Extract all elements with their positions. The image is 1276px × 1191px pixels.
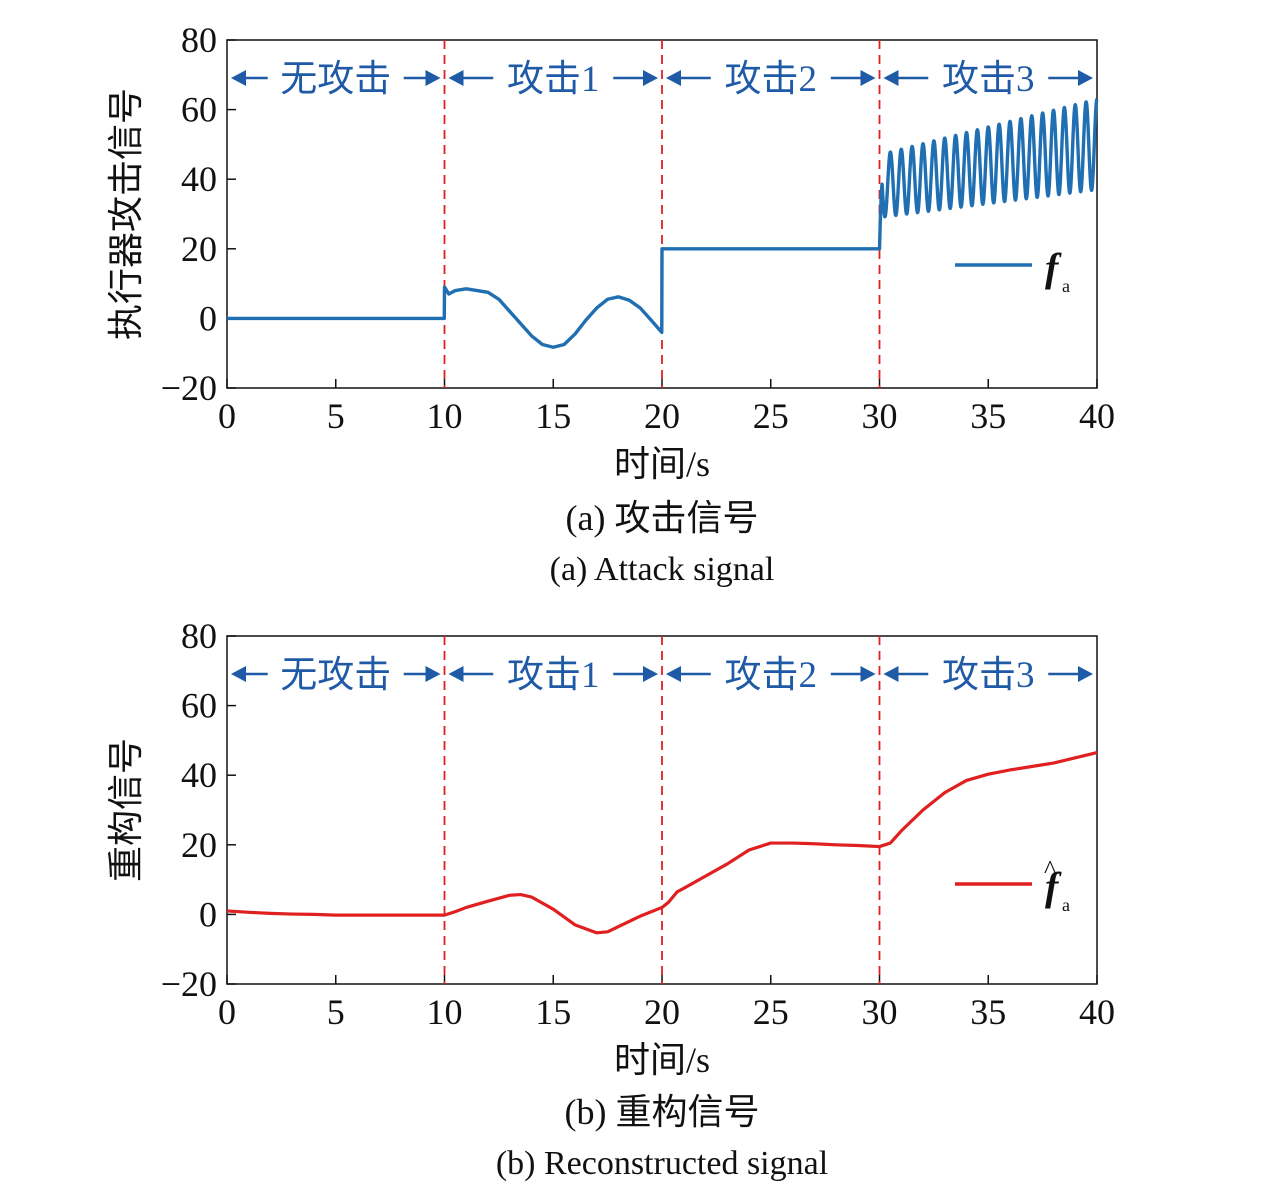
region-label: 攻击2 [725, 655, 818, 696]
y-tick-label: 80 [181, 20, 217, 60]
arrow-right-head [425, 70, 441, 86]
x-tick-label: 5 [327, 396, 345, 436]
y-axis-label: 执行器攻击信号 [106, 88, 146, 340]
legend-hat: ^ [1044, 855, 1056, 884]
legend-subscript: a [1062, 276, 1070, 296]
attack-signal-panel: (a) 攻击信号 (a) Attack signal 0 5 10 15 20 25 30 3… [0, 0, 1276, 595]
region-label: 无攻击 [280, 59, 391, 100]
x-tick-label: 30 [862, 992, 898, 1032]
y-tick-label: 20 [181, 229, 217, 269]
x-axis-label: 时间/s [614, 444, 710, 484]
x-tick-label: 15 [535, 396, 571, 436]
arrow-right-head [1078, 70, 1093, 86]
y-tick-label: −20 [161, 964, 217, 1004]
caption-cn: (b) 重构信号 [565, 1092, 760, 1132]
caption-cn: (a) 攻击信号 [566, 498, 759, 538]
series-line [227, 97, 1099, 349]
region-annotation: 攻击2 [666, 59, 876, 100]
arrow-right-head [1078, 666, 1093, 682]
arrow-right-head [643, 666, 658, 682]
series-line [226, 751, 1098, 935]
legend-subscript: a [1062, 895, 1070, 915]
reconstructed-signal-panel: (b) 重构信号 (b) Reconstructed signal 0 5 10 15… [0, 596, 1276, 1191]
legend: f a ^ [955, 855, 1070, 915]
region-label: 攻击1 [507, 59, 600, 100]
region-annotation: 攻击3 [883, 59, 1093, 100]
y-tick-label: 20 [181, 825, 217, 865]
caption-en: (a) Attack signal [550, 551, 775, 588]
region-annotation: 无攻击 [231, 59, 441, 100]
y-tick-label: 60 [181, 686, 217, 726]
region-annotation: 攻击3 [883, 655, 1093, 696]
x-tick-label: 40 [1079, 396, 1115, 436]
reconstructed-signal-chart: (b) 重构信号 (b) Reconstructed signal 0 5 10 15… [106, 616, 1115, 1182]
arrow-left-head [448, 70, 464, 86]
arrow-left-head [231, 70, 246, 86]
arrow-left-head [666, 70, 681, 86]
x-tick-label: 40 [1079, 992, 1115, 1032]
region-label: 攻击3 [942, 59, 1035, 100]
region-label: 攻击3 [942, 655, 1035, 696]
plot-area: 0 5 10 15 20 25 30 35 40−20020406080时间/s执行器攻击信号无… [106, 20, 1115, 484]
y-tick-label: 40 [181, 755, 217, 795]
x-tick-label: 35 [970, 992, 1006, 1032]
x-axis-label: 时间/s [614, 1040, 710, 1080]
y-tick-label: 80 [181, 616, 217, 656]
arrow-right-head [860, 666, 876, 682]
x-tick-label: 15 [535, 992, 571, 1032]
region-annotation: 攻击2 [666, 655, 876, 696]
y-axis-label: 重构信号 [106, 738, 146, 882]
arrow-left-head [883, 70, 899, 86]
y-tick-label: 60 [181, 90, 217, 130]
caption-en: (b) Reconstructed signal [496, 1145, 828, 1182]
region-label: 无攻击 [280, 655, 391, 696]
y-tick-label: 40 [181, 159, 217, 199]
arrow-left-head [231, 666, 246, 682]
y-tick-label: 0 [199, 298, 217, 338]
region-annotation: 攻击1 [448, 59, 658, 100]
x-tick-label: 0 [218, 396, 236, 436]
x-tick-label: 35 [970, 396, 1006, 436]
y-tick-label: −20 [161, 368, 217, 408]
x-tick-label: 30 [862, 396, 898, 436]
y-tick-label: 0 [199, 894, 217, 934]
attack-signal-chart: (a) 攻击信号 (a) Attack signal 0 5 10 15 20 25 30 3… [106, 20, 1115, 588]
x-tick-label: 25 [753, 992, 789, 1032]
region-annotation: 攻击1 [448, 655, 658, 696]
arrow-right-head [425, 666, 441, 682]
x-tick-label: 10 [427, 396, 463, 436]
legend-symbol: f [1045, 245, 1062, 290]
x-tick-label: 20 [644, 396, 680, 436]
legend-symbol: f [1045, 864, 1062, 909]
arrow-left-head [883, 666, 899, 682]
x-tick-label: 10 [427, 992, 463, 1032]
plot-area: 0 5 10 15 20 25 30 35 40−20020406080时间/s重构信号无攻击攻… [106, 616, 1115, 1080]
x-tick-label: 25 [753, 396, 789, 436]
region-label: 攻击2 [725, 59, 818, 100]
arrow-right-head [643, 70, 658, 86]
x-tick-label: 20 [644, 992, 680, 1032]
x-tick-label: 0 [218, 992, 236, 1032]
region-annotation: 无攻击 [231, 655, 441, 696]
region-label: 攻击1 [507, 655, 600, 696]
arrow-left-head [448, 666, 464, 682]
arrow-left-head [666, 666, 681, 682]
arrow-right-head [860, 70, 876, 86]
x-tick-label: 5 [327, 992, 345, 1032]
